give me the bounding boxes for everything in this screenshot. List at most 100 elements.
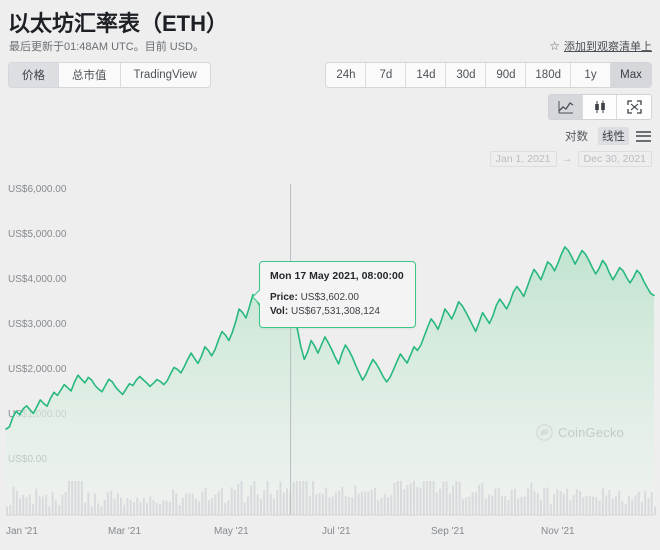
- tooltip-date: Mon 17 May 2021, 08:00:00: [270, 270, 404, 282]
- volume-bar: [442, 481, 445, 515]
- volume-bar: [256, 494, 259, 515]
- volume-bar: [273, 498, 275, 515]
- volume-bar: [491, 495, 494, 515]
- candlestick-chart-button[interactable]: [583, 95, 617, 119]
- volume-bar: [654, 506, 656, 515]
- volume-bar: [347, 497, 350, 515]
- scale-log-button[interactable]: 对数: [565, 131, 588, 143]
- date-start-input[interactable]: Jan 1, 2021: [489, 151, 557, 167]
- volume-bar: [370, 489, 373, 515]
- volume-bar: [601, 488, 604, 515]
- date-end-input[interactable]: Dec 30, 2021: [577, 151, 652, 167]
- ytick-2000: US$2,000.00: [8, 364, 67, 375]
- chart-source-tabs: 价格 总市值 TradingView: [8, 62, 211, 88]
- volume-bar: [357, 493, 360, 515]
- volume-bar: [637, 491, 640, 515]
- volume-bar: [474, 492, 477, 515]
- range-7d[interactable]: 7d: [366, 63, 407, 87]
- candlestick-chart-icon: [594, 100, 605, 113]
- volume-bar: [15, 490, 18, 515]
- volume-bar: [523, 496, 526, 515]
- volume-bar: [194, 498, 197, 515]
- volume-bar: [439, 488, 442, 515]
- time-range-buttons: 24h 7d 14d 30d 90d 180d 1y Max: [325, 62, 652, 88]
- volume-bar: [387, 497, 389, 515]
- range-30d[interactable]: 30d: [446, 63, 487, 87]
- volume-bar: [585, 496, 588, 515]
- volume-bar: [487, 494, 490, 515]
- volume-bar: [478, 484, 481, 515]
- chart-tooltip: Mon 17 May 2021, 08:00:00 Price: US$3,60…: [251, 261, 416, 328]
- volume-bar: [650, 491, 653, 515]
- price-area-series: [5, 246, 655, 515]
- volume-bar: [103, 499, 106, 515]
- add-to-watchlist-link[interactable]: ☆ 添加到观察清单上: [549, 38, 652, 54]
- volume-bar: [556, 489, 559, 515]
- volume-bar: [312, 481, 315, 515]
- volume-bar: [110, 490, 113, 515]
- volume-bar: [553, 494, 556, 515]
- volume-bar: [465, 497, 468, 515]
- volume-bar: [120, 497, 122, 515]
- volume-bar: [22, 495, 25, 515]
- range-14d-label: 14d: [416, 69, 436, 81]
- volume-bar: [116, 493, 119, 515]
- range-24h[interactable]: 24h: [326, 63, 367, 87]
- tab-price[interactable]: 价格: [9, 63, 59, 87]
- range-max[interactable]: Max: [611, 63, 651, 87]
- volume-bar: [448, 492, 451, 515]
- range-1y[interactable]: 1y: [571, 63, 611, 87]
- volume-bar: [334, 492, 337, 515]
- chart-type-buttons: [548, 94, 652, 120]
- volume-bar: [247, 496, 249, 515]
- range-180d[interactable]: 180d: [526, 63, 571, 87]
- range-90d[interactable]: 90d: [486, 63, 527, 87]
- volume-bar: [527, 488, 529, 515]
- volume-bar: [58, 505, 61, 515]
- volume-bar: [514, 488, 516, 515]
- volume-bar: [181, 497, 184, 515]
- volume-bar: [139, 502, 142, 515]
- volume-bar: [520, 497, 523, 515]
- volume-bar: [455, 481, 458, 515]
- volume-bar: [647, 498, 650, 515]
- volume-bar: [165, 500, 168, 515]
- volume-bar: [64, 492, 67, 515]
- volume-bar: [598, 500, 601, 515]
- volume-bar: [562, 493, 565, 515]
- ytick-6000: US$6,000.00: [8, 184, 67, 195]
- fullscreen-button[interactable]: [617, 95, 651, 119]
- tooltip-vol-value: US$67,531,308,124: [290, 305, 380, 317]
- line-chart-button[interactable]: [549, 95, 583, 119]
- volume-bar: [136, 497, 139, 515]
- volume-bar: [253, 481, 256, 515]
- volume-bar: [207, 500, 210, 515]
- volume-bar: [318, 493, 321, 515]
- volume-bar: [344, 495, 347, 515]
- chart-canvas[interactable]: US$6,000.00 US$5,000.00 US$4,000.00 US$3…: [0, 170, 660, 550]
- tooltip-vol-row: Vol: US$67,531,308,124: [270, 305, 406, 319]
- volume-bar: [217, 491, 220, 515]
- volume-bar: [331, 496, 334, 515]
- range-14d[interactable]: 14d: [406, 63, 447, 87]
- volume-bar: [305, 481, 308, 515]
- range-7d-label: 7d: [379, 69, 393, 81]
- hamburger-menu-icon[interactable]: [635, 129, 652, 144]
- volume-bar: [159, 504, 161, 515]
- volume-bar: [185, 493, 188, 515]
- tooltip-vol-label: Vol:: [270, 305, 289, 317]
- price-chart[interactable]: US$6,000.00 US$5,000.00 US$4,000.00 US$3…: [0, 170, 660, 550]
- line-chart-icon: [558, 101, 573, 114]
- volume-bar: [432, 481, 435, 515]
- volume-bar: [38, 496, 41, 515]
- volume-bar: [501, 496, 503, 515]
- scale-linear-button[interactable]: 线性: [598, 127, 629, 145]
- volume-bar: [126, 497, 129, 515]
- volume-bar: [308, 496, 311, 515]
- volume-bar: [435, 492, 438, 515]
- tab-market-cap[interactable]: 总市值: [59, 63, 121, 87]
- fullscreen-expand-icon: [626, 100, 642, 114]
- volume-bar: [422, 481, 425, 515]
- tab-tradingview[interactable]: TradingView: [120, 63, 210, 87]
- volume-bar: [211, 498, 214, 515]
